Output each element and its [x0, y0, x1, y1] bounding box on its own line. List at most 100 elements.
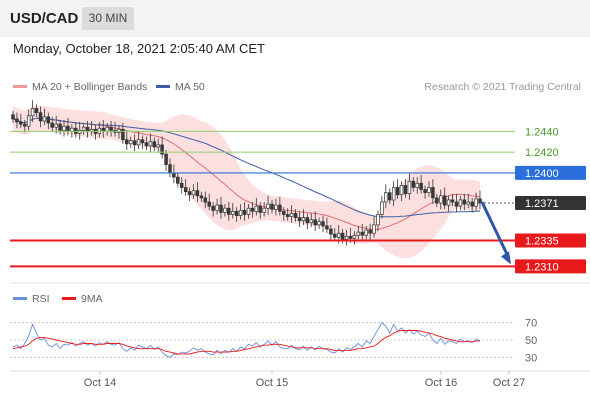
candle	[203, 191, 208, 209]
rsi-legend-label: RSI	[32, 293, 50, 305]
candle	[344, 230, 349, 246]
candle	[207, 193, 211, 211]
candle	[246, 204, 251, 219]
candle	[282, 207, 286, 221]
candle	[15, 112, 19, 129]
level-lines: 1.2440 1.2420 1.2400 1.2371 1.2335 1.2310	[10, 126, 586, 274]
candle	[140, 135, 145, 150]
level-label: 1.2310	[525, 261, 559, 273]
candle	[297, 211, 302, 227]
candle	[250, 202, 255, 218]
candle	[242, 202, 247, 221]
candle	[333, 227, 337, 242]
candle	[195, 182, 200, 203]
timeframe-badge[interactable]: 30 MIN	[82, 7, 134, 30]
candle	[364, 225, 368, 240]
candle	[144, 136, 149, 151]
level-support: 1.2310	[10, 259, 586, 274]
candle	[431, 179, 435, 205]
level-label: 1.2400	[525, 168, 559, 180]
ma9-legend-swatch	[62, 297, 76, 300]
candle	[199, 191, 204, 203]
candle	[329, 224, 333, 241]
candle	[254, 197, 259, 216]
candle	[407, 172, 412, 200]
candle	[152, 137, 157, 152]
candle	[231, 203, 235, 219]
x-axis: Oct 14 Oct 15 Oct 16 Oct 27	[84, 371, 525, 389]
candle	[179, 177, 184, 194]
bollinger-band	[13, 105, 480, 259]
candle	[148, 133, 153, 153]
candle	[156, 138, 160, 154]
level-label: 1.2440	[525, 126, 559, 138]
candle	[219, 196, 223, 219]
candle	[164, 150, 168, 171]
candle	[384, 184, 388, 209]
level-label: 1.2371	[525, 198, 559, 210]
candle	[58, 119, 62, 135]
candle	[399, 181, 404, 201]
rsi-ma-line	[12, 330, 480, 355]
candle	[187, 187, 192, 201]
candle	[50, 116, 54, 132]
candle	[191, 184, 196, 199]
candle	[325, 217, 329, 234]
ma50-legend-label: MA 50	[175, 81, 205, 93]
candle	[289, 205, 294, 223]
ma50-legend-swatch	[156, 85, 170, 88]
candle	[317, 217, 321, 230]
candle	[183, 179, 188, 196]
candle	[262, 202, 266, 217]
candle	[470, 197, 474, 213]
x-tick-label: Oct 16	[425, 377, 457, 389]
candle	[439, 189, 443, 210]
candle	[356, 225, 361, 240]
candle	[132, 134, 137, 152]
x-tick-label: Oct 27	[493, 377, 525, 389]
candle	[285, 208, 290, 221]
candle	[117, 125, 121, 139]
level-support: 1.2335	[10, 233, 586, 248]
candle	[305, 213, 310, 230]
candle	[395, 179, 400, 199]
ma9-legend-label: 9MA	[81, 293, 103, 305]
candle	[160, 136, 164, 159]
candle	[387, 188, 392, 205]
candle	[435, 193, 439, 208]
candle	[227, 202, 231, 221]
candle	[109, 120, 113, 137]
rsi-tick-label: 70	[525, 318, 537, 330]
candle	[38, 106, 43, 128]
candle	[278, 196, 282, 216]
candle	[238, 204, 243, 220]
candle	[446, 195, 451, 212]
level-pivot: 1.2400	[10, 165, 586, 180]
candle	[121, 123, 125, 144]
candle	[11, 110, 15, 124]
candle	[74, 122, 78, 138]
candle	[458, 195, 463, 211]
candle	[380, 195, 384, 219]
level-current: 1.2371	[480, 196, 586, 211]
candle	[411, 177, 416, 192]
candle	[454, 193, 459, 213]
candle	[427, 181, 431, 197]
level-resistance: 1.2440	[10, 126, 559, 138]
candle	[309, 213, 314, 227]
ma50-line	[12, 117, 481, 218]
candle	[26, 109, 31, 131]
header-bar: USD/CAD 30 MIN	[0, 0, 590, 37]
candle	[42, 108, 47, 126]
candle	[352, 231, 357, 245]
candle	[234, 207, 239, 222]
candle	[19, 113, 23, 129]
x-tick-label: Oct 14	[84, 377, 116, 389]
candle	[62, 119, 66, 137]
candle	[34, 104, 39, 117]
candle	[81, 123, 86, 135]
rsi-tick-label: 30	[525, 352, 537, 364]
candle	[270, 199, 274, 214]
ma20-legend-swatch	[13, 85, 27, 88]
candle	[136, 131, 141, 150]
